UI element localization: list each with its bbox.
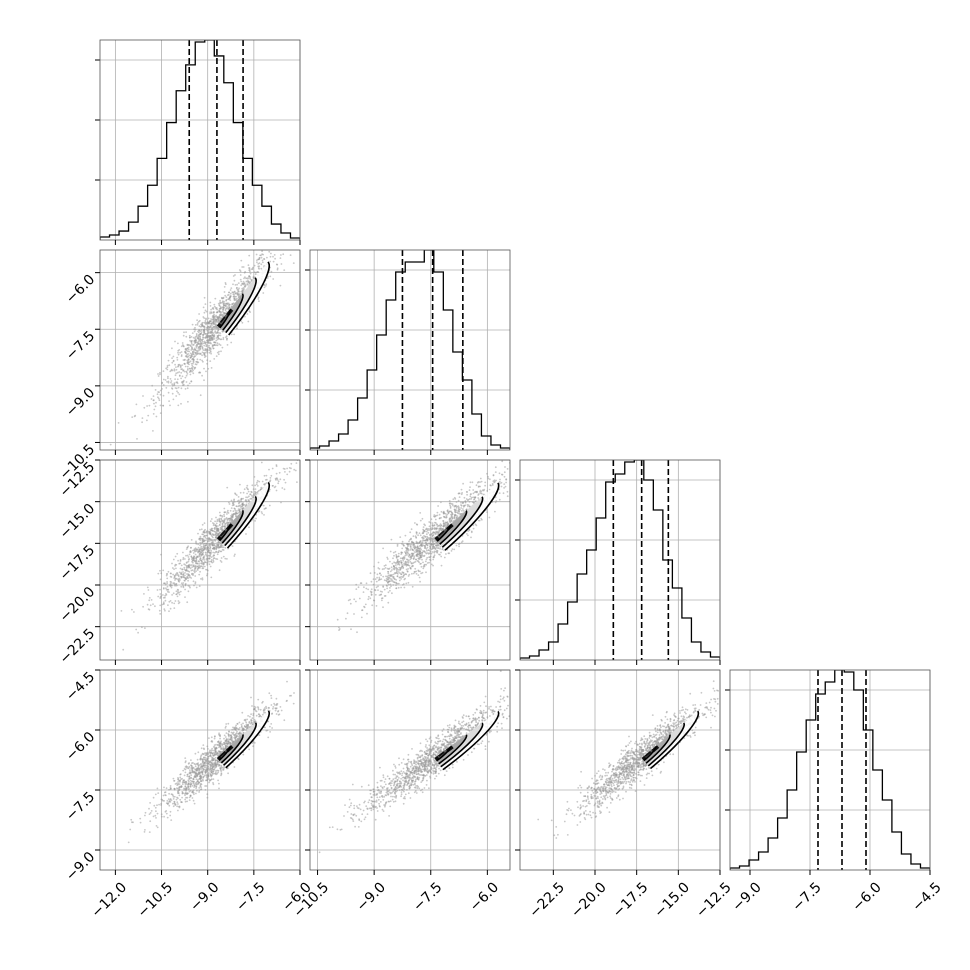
scatter-panel-1-0: −10.5−9.0−7.5−6.0 — [57, 249, 301, 483]
y-tick-label-p1: −6.0 — [63, 272, 98, 307]
x-tick-label-p2: −15.0 — [651, 879, 693, 921]
scatter-panel-3-0: −12.0 −10.5 −9.0 −7.5 −6.0−9.0−7.5−6.0−4.5 — [63, 669, 315, 921]
hist-panel-3: −9.0 −7.5 −6.0 −4.5 — [725, 669, 945, 915]
scatter-panel-2-1 — [305, 459, 511, 665]
histogram-step — [100, 40, 300, 240]
panel-frame — [309, 459, 511, 661]
scatter-points — [318, 670, 510, 854]
panel-frame — [99, 39, 301, 241]
contour-line-0 — [434, 709, 500, 807]
scatter-points — [120, 460, 299, 651]
scatter-panel-3-2: −22.5 −20.0 −17.5 −15.0 −12.5 — [515, 669, 735, 921]
x-tick-label-p3: −6.0 — [849, 879, 884, 914]
y-tick-label-p2: −15.0 — [57, 501, 99, 543]
x-tick-label-p3: −9.0 — [729, 879, 764, 914]
panel-frame — [519, 669, 721, 871]
x-tick-label-p3: −7.5 — [789, 879, 824, 914]
panel-frame — [99, 249, 301, 451]
x-tick-label-p1: −6.0 — [467, 879, 502, 914]
scatter-panel-3-1: −10.5 −9.0 −7.5 −6.0 — [291, 669, 511, 921]
panel-frame — [99, 459, 301, 661]
contour-line-2 — [216, 733, 244, 783]
scatter-points — [127, 680, 295, 844]
y-tick-label-p3: −6.0 — [63, 729, 98, 764]
panel-frame — [99, 669, 301, 871]
contour-line-2 — [434, 733, 468, 783]
y-tick-label-p3: −4.5 — [63, 669, 98, 704]
y-tick-label-p2: −22.5 — [57, 626, 99, 668]
hist-panel-0 — [95, 39, 301, 245]
panel-frame — [309, 669, 511, 871]
x-tick-label-p1: −9.0 — [354, 879, 389, 914]
y-tick-label-p1: −9.0 — [63, 385, 98, 420]
scatter-points — [537, 680, 720, 839]
panel-frame — [309, 249, 511, 451]
y-tick-label-p2: −20.0 — [57, 584, 99, 626]
x-tick-label-p1: −7.5 — [410, 879, 445, 914]
y-tick-label-p2: −17.5 — [57, 542, 99, 584]
x-tick-label-p2: −17.5 — [610, 879, 652, 921]
x-tick-label-p2: −12.5 — [693, 879, 735, 921]
y-tick-label-p3: −9.0 — [63, 849, 98, 884]
x-tick-label-p2: −22.5 — [526, 879, 568, 921]
histogram-step — [520, 460, 720, 660]
histogram-step — [730, 670, 930, 870]
y-tick-label-p3: −7.5 — [63, 789, 98, 824]
y-tick-label-p1: −7.5 — [63, 328, 98, 363]
x-tick-label-p0: −12.0 — [88, 879, 130, 921]
scatter-panel-2-0: −22.5−20.0−17.5−15.0−12.5 — [57, 459, 301, 668]
contour-fill-0 — [216, 709, 270, 807]
contour-line-0 — [641, 709, 700, 807]
x-tick-label-p0: −7.5 — [233, 879, 268, 914]
x-tick-label-p2: −20.0 — [568, 879, 610, 921]
hist-panel-2 — [515, 459, 721, 665]
panel-frame — [519, 459, 721, 661]
x-tick-label-p0: −9.0 — [187, 879, 222, 914]
x-tick-label-p0: −10.5 — [135, 879, 177, 921]
x-tick-label-p3: −4.5 — [909, 879, 944, 914]
contour-line-1 — [216, 276, 257, 375]
panel-frame — [729, 669, 931, 871]
contour-levels — [216, 709, 271, 807]
contour-levels — [434, 709, 500, 807]
hist-panel-1 — [305, 249, 511, 455]
histogram-step — [310, 250, 510, 450]
contour-line-0 — [216, 709, 271, 807]
